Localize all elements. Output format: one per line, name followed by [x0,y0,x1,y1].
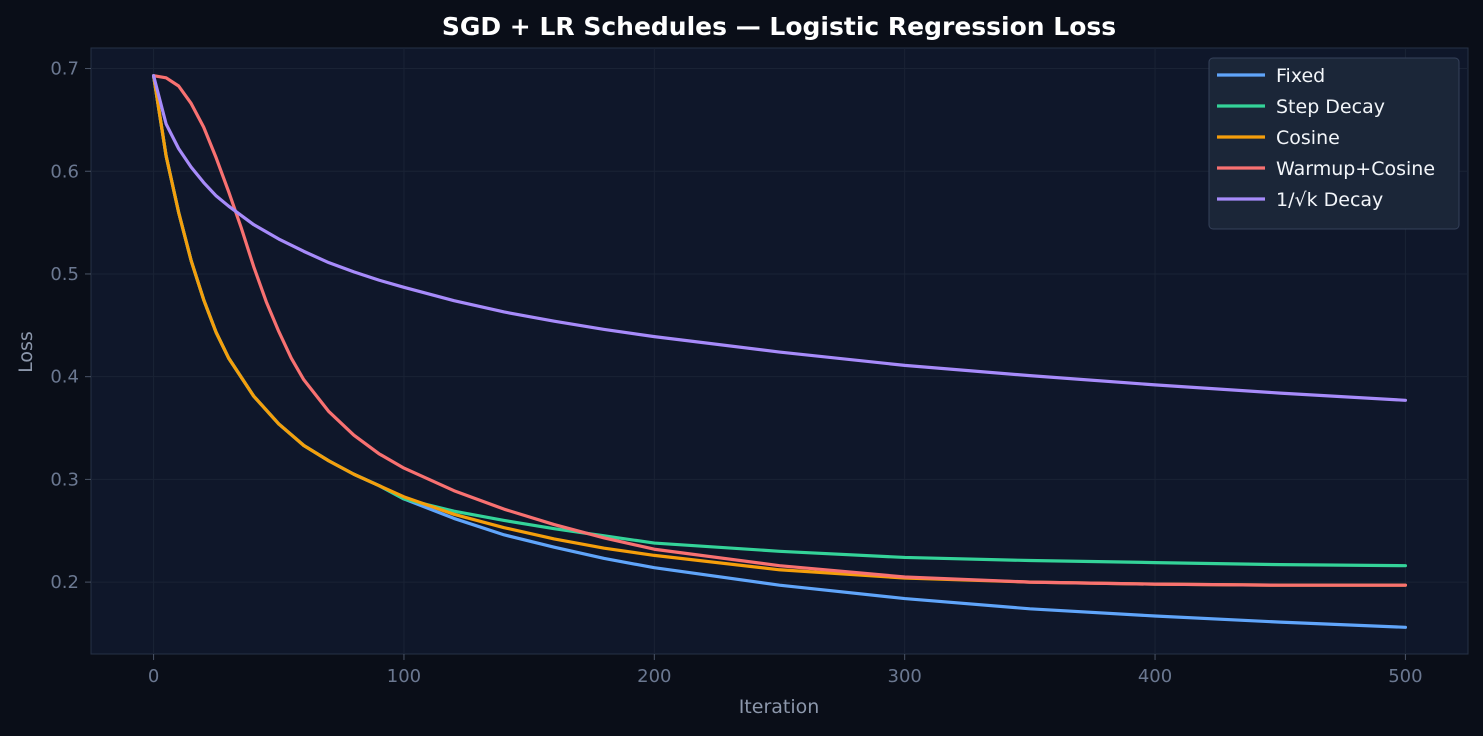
legend-label: 1/√k Decay [1276,189,1383,211]
legend-box [1208,57,1460,230]
y-tick-label: 0.5 [50,264,79,285]
y-tick-label: 0.2 [50,572,79,593]
y-tick-label: 0.6 [50,161,79,182]
x-tick-label: 300 [888,666,922,687]
axes: 0 100 200 300 400 500 0.2 0.3 0.4 0.5 0.6 0.7 [50,59,1422,687]
x-tick-label: 100 [387,666,421,687]
x-tick-label: 400 [1138,666,1172,687]
legend-label: Fixed [1276,65,1325,87]
series-line [151,74,1408,587]
x-tick-label: 500 [1388,666,1422,687]
legend: Fixed Step Decay Cosine Warmup+Cosine 1/√k D… [1208,57,1460,230]
legend-label: Warmup+Cosine [1276,158,1435,180]
chart-title: SGD + LR Schedules — Logistic Regression… [442,12,1116,41]
series-lines [151,74,1408,629]
y-tick-label: 0.3 [50,469,79,490]
y-tick-label: 0.4 [50,367,79,388]
series-line [151,74,1408,402]
x-tick-label: 200 [637,666,671,687]
x-tick-label: 0 [148,666,159,687]
x-axis-label: Iteration [739,696,820,718]
y-axis-label: Loss [15,331,37,373]
legend-label: Step Decay [1276,96,1385,118]
y-tick-label: 0.7 [50,59,79,80]
legend-label: Cosine [1276,127,1340,149]
